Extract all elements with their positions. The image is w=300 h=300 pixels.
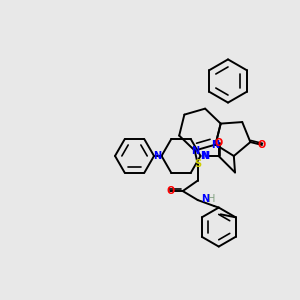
Text: N: N bbox=[191, 146, 199, 156]
Text: N: N bbox=[200, 151, 208, 161]
Text: O: O bbox=[258, 140, 266, 150]
Text: S: S bbox=[194, 159, 201, 169]
Text: H: H bbox=[208, 194, 215, 204]
Text: N: N bbox=[201, 194, 209, 204]
Text: O: O bbox=[166, 186, 174, 196]
Text: N: N bbox=[201, 151, 209, 161]
Text: N: N bbox=[212, 140, 220, 150]
Text: N: N bbox=[153, 151, 161, 161]
Text: O: O bbox=[214, 138, 223, 148]
